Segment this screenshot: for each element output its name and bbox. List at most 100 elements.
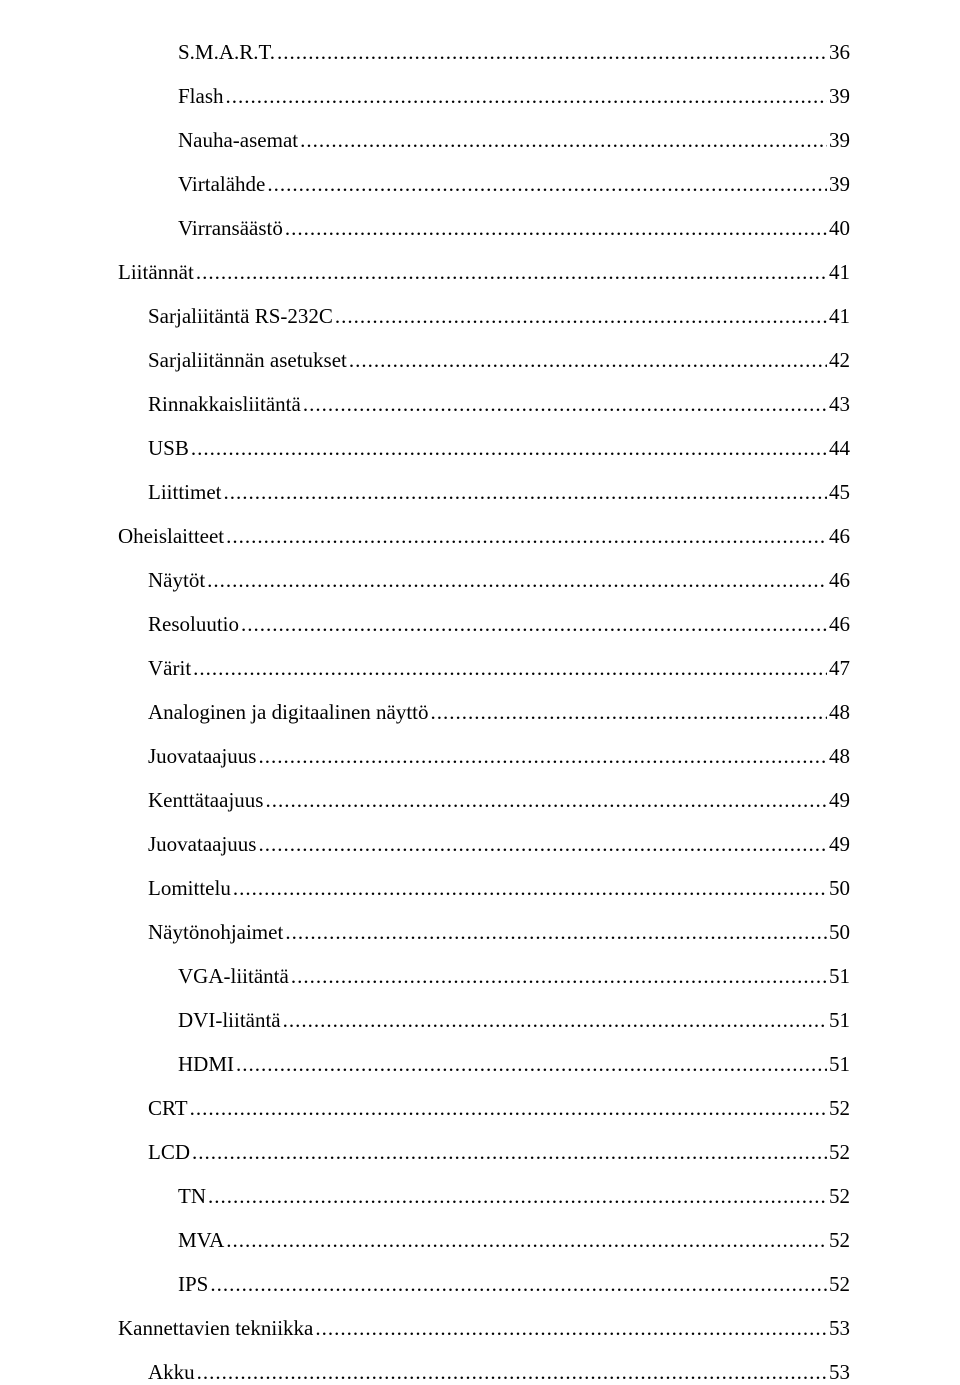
- toc-entry-label: HDMI: [178, 1052, 234, 1077]
- toc-leader-dots: [265, 788, 827, 813]
- toc-entry-page: 46: [829, 568, 850, 593]
- toc-entry: Resoluutio46: [118, 612, 850, 637]
- toc-entry: Näytöt 46: [118, 568, 850, 593]
- toc-entry-label: USB: [148, 436, 189, 461]
- toc-entry-label: DVI-liitäntä: [178, 1008, 281, 1033]
- toc-entry-page: 51: [829, 1052, 850, 1077]
- toc-leader-dots: [210, 1272, 827, 1297]
- toc-leader-dots: [303, 392, 827, 417]
- toc-entry-label: Sarjaliitännän asetukset: [148, 348, 347, 373]
- toc-leader-dots: [226, 84, 827, 109]
- toc-entry-page: 47: [829, 656, 850, 681]
- toc-entry: IPS 52: [118, 1272, 850, 1297]
- toc-entry: TN52: [118, 1184, 850, 1209]
- toc-entry-label: Lomittelu: [148, 876, 231, 901]
- toc-leader-dots: [267, 172, 827, 197]
- toc-leader-dots: [224, 480, 828, 505]
- toc-entry-page: 51: [829, 964, 850, 989]
- toc-entry-label: Analoginen ja digitaalinen näyttö: [148, 700, 429, 725]
- toc-entry: Virransäästö40: [118, 216, 850, 241]
- toc-entry-page: 44: [829, 436, 850, 461]
- toc-leader-dots: [207, 568, 827, 593]
- toc-entry: Kannettavien tekniikka 53: [118, 1316, 850, 1341]
- toc-entry-label: Akku: [148, 1360, 195, 1385]
- toc-entry-page: 52: [829, 1184, 850, 1209]
- toc-entry: VGA-liitäntä 51: [118, 964, 850, 989]
- toc-entry-page: 48: [829, 700, 850, 725]
- toc-leader-dots: [191, 436, 827, 461]
- toc-entry: LCD52: [118, 1140, 850, 1165]
- toc-leader-dots: [258, 744, 827, 769]
- toc-entry: HDMI 51: [118, 1052, 850, 1077]
- toc-entry-label: Sarjaliitäntä RS-232C: [148, 304, 333, 329]
- toc-leader-dots: [193, 656, 827, 681]
- toc-entry-label: Näytönohjaimet: [148, 920, 283, 945]
- toc-entry-page: 52: [829, 1272, 850, 1297]
- toc-page: S.M.A.R.T.36Flash39Nauha-asemat39Virtalä…: [0, 0, 960, 1351]
- toc-entry-page: 49: [829, 832, 850, 857]
- toc-entry-page: 45: [829, 480, 850, 505]
- toc-entry: Flash39: [118, 84, 850, 109]
- toc-entry-page: 53: [829, 1316, 850, 1341]
- toc-entry-page: 36: [829, 40, 850, 65]
- toc-entry: Kenttätaajuus49: [118, 788, 850, 813]
- toc-entry-label: Värit: [148, 656, 191, 681]
- toc-entry-page: 41: [829, 304, 850, 329]
- toc-entry-label: Kannettavien tekniikka: [118, 1316, 313, 1341]
- toc-leader-dots: [236, 1052, 827, 1077]
- toc-entry: Liitännät41: [118, 260, 850, 285]
- toc-entry-page: 53: [829, 1360, 850, 1385]
- toc-entry-page: 46: [829, 612, 850, 637]
- toc-leader-dots: [258, 832, 827, 857]
- toc-entry-page: 42: [829, 348, 850, 373]
- toc-leader-dots: [196, 260, 827, 285]
- toc-entry-page: 49: [829, 788, 850, 813]
- toc-entry: Analoginen ja digitaalinen näyttö 48: [118, 700, 850, 725]
- toc-entry: DVI-liitäntä 51: [118, 1008, 850, 1033]
- toc-leader-dots: [190, 1096, 827, 1121]
- toc-leader-dots: [349, 348, 827, 373]
- toc-entry-label: Juovataajuus: [148, 744, 256, 769]
- toc-entry-label: IPS: [178, 1272, 208, 1297]
- toc-entry-label: Virtalähde: [178, 172, 265, 197]
- toc-entry-label: S.M.A.R.T.: [178, 40, 275, 65]
- toc-entry-label: Nauha-asemat: [178, 128, 298, 153]
- toc-entry: S.M.A.R.T. 36: [118, 40, 850, 65]
- toc-entry: Rinnakkaisliitäntä43: [118, 392, 850, 417]
- toc-entry: Värit 47: [118, 656, 850, 681]
- toc-entry: Juovataajuus 48: [118, 744, 850, 769]
- toc-leader-dots: [208, 1184, 827, 1209]
- toc-entry-page: 40: [829, 216, 850, 241]
- toc-entry-page: 52: [829, 1228, 850, 1253]
- toc-entry-page: 50: [829, 920, 850, 945]
- toc-entry-label: Flash: [178, 84, 224, 109]
- toc-entry-label: VGA-liitäntä: [178, 964, 289, 989]
- toc-entry-page: 48: [829, 744, 850, 769]
- toc-entry-label: Liittimet: [148, 480, 222, 505]
- toc-leader-dots: [431, 700, 827, 725]
- toc-entry-page: 51: [829, 1008, 850, 1033]
- toc-leader-dots: [233, 876, 827, 901]
- toc-entry: Virtalähde 39: [118, 172, 850, 197]
- toc-entry-page: 39: [829, 172, 850, 197]
- toc-entry: USB 44: [118, 436, 850, 461]
- toc-entry: Sarjaliitäntä RS-232C 41: [118, 304, 850, 329]
- toc-leader-dots: [241, 612, 827, 637]
- toc-leader-dots: [192, 1140, 827, 1165]
- toc-entry-label: Näytöt: [148, 568, 205, 593]
- toc-entry-page: 43: [829, 392, 850, 417]
- toc-leader-dots: [277, 40, 827, 65]
- toc-entry: Lomittelu 50: [118, 876, 850, 901]
- toc-entry-page: 50: [829, 876, 850, 901]
- toc-entry: Näytönohjaimet 50: [118, 920, 850, 945]
- toc-leader-dots: [315, 1316, 827, 1341]
- toc-entry: Juovataajuus 49: [118, 832, 850, 857]
- toc-leader-dots: [226, 524, 827, 549]
- toc-leader-dots: [285, 920, 827, 945]
- toc-leader-dots: [300, 128, 827, 153]
- toc-entry-label: CRT: [148, 1096, 188, 1121]
- toc-entry: Sarjaliitännän asetukset 42: [118, 348, 850, 373]
- toc-entry-page: 39: [829, 128, 850, 153]
- toc-entry-label: Juovataajuus: [148, 832, 256, 857]
- toc-leader-dots: [283, 1008, 827, 1033]
